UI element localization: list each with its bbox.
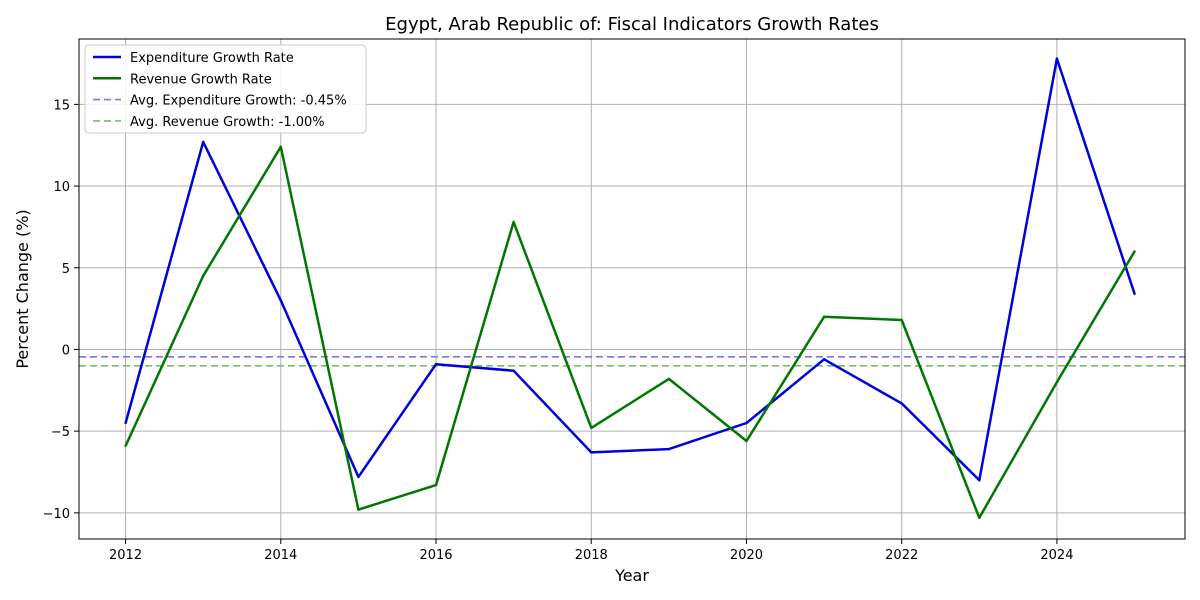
data-point: [590, 426, 593, 430]
data-point: [279, 145, 282, 149]
series-line: [124, 145, 1136, 520]
data-point: [667, 447, 671, 451]
x-tick-label: 2020: [730, 548, 763, 563]
data-point: [357, 508, 360, 511]
data-point: [667, 377, 671, 381]
chart-title: Egypt, Arab Republic of: Fiscal Indicato…: [385, 14, 879, 35]
legend-label: Revenue Growth Rate: [130, 72, 272, 87]
series-line: [124, 57, 1136, 482]
data-point: [201, 140, 205, 144]
data-point: [124, 444, 127, 448]
y-tick-label: 15: [53, 98, 70, 113]
legend-label: Avg. Expenditure Growth: -0.45%: [130, 94, 347, 109]
data-point: [745, 439, 748, 443]
reference-lines: [79, 356, 1185, 367]
y-tick-label: 0: [62, 343, 70, 358]
data-point: [978, 516, 981, 519]
x-tick-label: 2012: [109, 548, 142, 563]
data-point: [745, 421, 748, 425]
data-point: [124, 421, 127, 425]
data-point: [434, 483, 438, 487]
legend-box: [84, 44, 367, 134]
x-tick-label: 2024: [1040, 548, 1073, 563]
y-tick-label: 10: [53, 180, 70, 195]
data-point: [357, 475, 360, 479]
legend: Expenditure Growth Rate Revenue Growth Ra…: [84, 44, 367, 134]
data-point: [512, 220, 515, 224]
data-point: [434, 362, 438, 366]
x-axis: 2012 2014 2016 2018 2020 2022 2024: [109, 539, 1073, 563]
data-point: [279, 299, 282, 302]
y-axis: −10 −5 0 5 10 15: [43, 98, 79, 522]
data-point: [1055, 57, 1059, 60]
data-point: [900, 402, 903, 405]
y-tick-label: 5: [62, 262, 70, 277]
y-tick-label: −5: [51, 425, 70, 440]
x-tick-label: 2016: [419, 548, 452, 563]
x-tick-label: 2014: [264, 548, 297, 563]
data-point: [201, 274, 205, 278]
data-point: [512, 369, 515, 372]
grid: [79, 39, 1185, 539]
data-point: [1133, 250, 1136, 253]
x-tick-label: 2018: [575, 548, 608, 563]
data-point: [822, 358, 826, 361]
data-point: [822, 315, 826, 318]
series-lines: [124, 57, 1136, 520]
data-point: [978, 478, 981, 482]
data-point: [900, 318, 903, 322]
plot-frame: [78, 38, 1186, 540]
x-tick-label: 2022: [885, 548, 918, 563]
data-point: [1055, 380, 1059, 384]
y-axis-label: Percent Change (%): [13, 209, 32, 368]
data-point: [590, 451, 593, 454]
x-axis-label: Year: [614, 566, 649, 585]
legend-label: Avg. Revenue Growth: -1.00%: [130, 115, 325, 130]
legend-label: Expenditure Growth Rate: [130, 51, 294, 66]
y-tick-label: −10: [43, 507, 70, 522]
data-point: [1133, 292, 1136, 296]
